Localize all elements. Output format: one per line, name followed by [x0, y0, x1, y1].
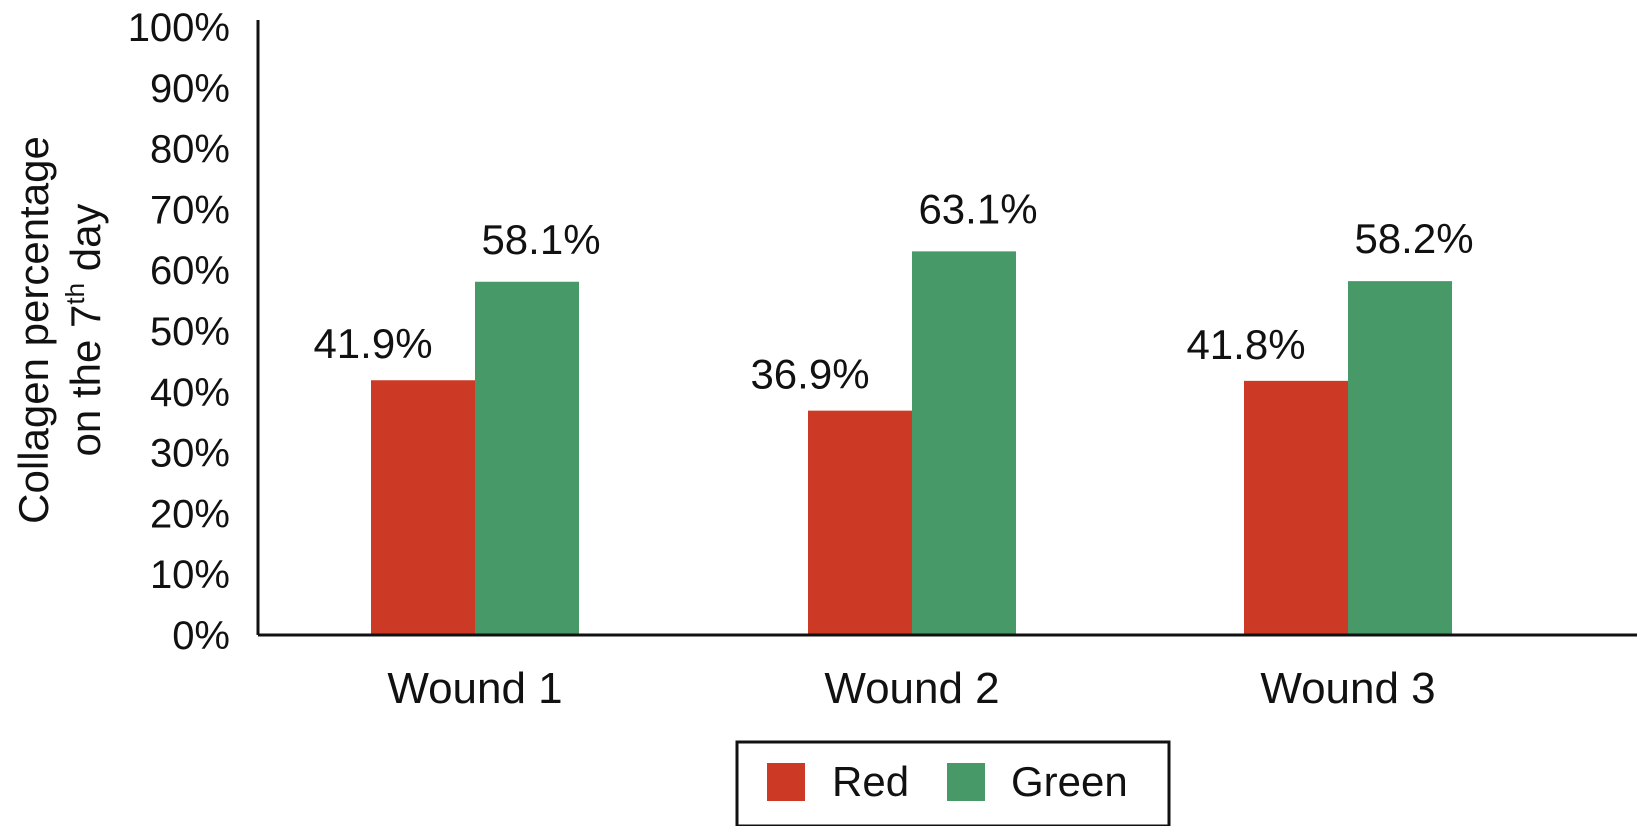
category-label: Wound 2	[824, 664, 999, 713]
y-tick-label: 20%	[150, 492, 230, 536]
data-label-red-3: 41.8%	[1186, 321, 1305, 368]
y-tick-label: 30%	[150, 432, 230, 476]
legend-swatch-red	[767, 763, 805, 801]
category-label: Wound 3	[1260, 664, 1435, 713]
data-label-green-2: 63.1%	[918, 185, 1037, 232]
bar-green-3	[1348, 281, 1452, 635]
bars	[371, 251, 1452, 636]
y-axis-title-line2-prefix: on the 7	[62, 305, 109, 457]
data-label-green-1: 58.1%	[481, 216, 600, 263]
y-tick-label: 100%	[128, 6, 230, 50]
bar-green-2	[912, 251, 1016, 636]
y-axis-title-superscript: th	[60, 283, 90, 305]
legend-label-green: Green	[1011, 758, 1128, 805]
y-axis-title: Collagen percentage on the 7th day	[10, 136, 109, 524]
y-tick-label: 80%	[150, 128, 230, 172]
y-axis-title-line2-suffix: day	[62, 204, 109, 283]
data-label-red-2: 36.9%	[750, 351, 869, 398]
data-labels: 41.9% 36.9% 41.8% 58.1% 63.1% 58.2%	[313, 185, 1473, 397]
y-tick-label: 40%	[150, 371, 230, 415]
y-tick-label: 90%	[150, 67, 230, 111]
y-axis-ticks: 0% 10% 20% 30% 40% 50% 60% 70% 80% 90% 100%	[128, 6, 230, 658]
legend: Red Green	[735, 740, 1171, 826]
y-tick-label: 60%	[150, 249, 230, 293]
bar-red-3	[1244, 380, 1348, 635]
bar-red-1	[371, 380, 475, 635]
y-tick-label: 10%	[150, 553, 230, 597]
y-tick-label: 70%	[150, 188, 230, 232]
data-label-red-1: 41.9%	[313, 320, 432, 367]
data-label-green-3: 58.2%	[1354, 215, 1473, 262]
bar-red-2	[808, 410, 912, 635]
legend-label-red: Red	[832, 758, 909, 805]
category-label: Wound 1	[387, 664, 562, 713]
bar-green-1	[475, 281, 579, 635]
y-tick-label: 50%	[150, 310, 230, 354]
y-axis-title-line1: Collagen percentage	[10, 136, 57, 524]
y-tick-label: 0%	[172, 614, 230, 658]
category-labels: Wound 1 Wound 2 Wound 3	[387, 664, 1435, 713]
y-axis-title-line2: on the 7th day	[60, 204, 109, 457]
legend-swatch-green	[947, 763, 985, 801]
